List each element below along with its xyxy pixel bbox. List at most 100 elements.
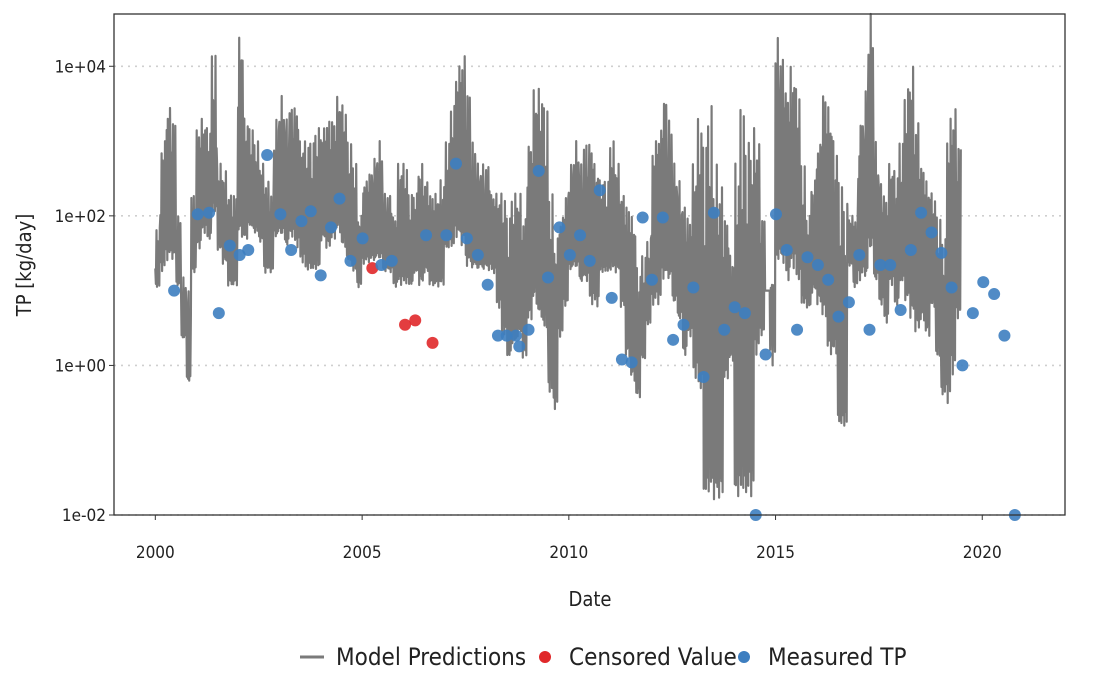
measured-tp-point (645, 273, 658, 286)
measured-tp-point (295, 215, 308, 228)
measured-tp-point (915, 206, 928, 219)
y-tick-label: 1e+04 (55, 57, 106, 77)
measured-tp-point (769, 208, 782, 221)
x-tick-label: 2015 (756, 543, 795, 563)
x-tick-label: 2000 (136, 543, 175, 563)
y-tick-label: 1e+02 (55, 207, 106, 227)
measured-tp-point (956, 359, 969, 372)
measured-tp-point (212, 307, 225, 320)
measured-tp-point (168, 284, 181, 297)
legend-label-censored-value: Censored Value (569, 643, 737, 671)
measured-tp-point (583, 254, 596, 267)
y-tick-label: 1e-02 (62, 506, 106, 526)
measured-tp-point (966, 307, 979, 320)
measured-tp-point (385, 254, 398, 267)
measured-tp-point (945, 281, 958, 294)
plot-area (154, 12, 1021, 521)
measured-tp-point (375, 259, 388, 272)
measured-tp-point (356, 232, 369, 245)
censored-value-point (366, 262, 379, 275)
measured-tp-point (261, 149, 274, 162)
measured-tp-point (935, 246, 948, 259)
measured-tp-point (853, 248, 866, 261)
legend-label-model-predictions: Model Predictions (336, 643, 526, 671)
measured-tp-point (460, 232, 473, 245)
measured-tp-point (656, 211, 669, 224)
measured-tp-point (191, 208, 204, 221)
measured-tp-point (998, 329, 1011, 342)
measured-tp-point (822, 273, 835, 286)
measured-tp-point (513, 340, 526, 353)
measured-tp-point (285, 243, 298, 256)
measured-tp-point (894, 304, 907, 317)
censored-value-point (399, 318, 412, 331)
measured-tp-point (304, 205, 317, 218)
measured-tp-point (925, 226, 938, 239)
x-tick-label: 2010 (549, 543, 588, 563)
measured-tp-point (605, 291, 618, 304)
model-predictions-line (154, 12, 962, 501)
measured-tp-point (500, 329, 513, 342)
measured-tp-point (615, 353, 628, 366)
x-axis-title: Date (568, 587, 611, 611)
y-axis-title: TP [kg/day] (12, 214, 36, 318)
legend: Model Predictions Censored Value Measure… (300, 643, 907, 671)
measured-tp-point (728, 301, 741, 314)
measured-tp-point (884, 259, 897, 272)
measured-tp-point (738, 307, 751, 320)
axes: 1e-02 1e+00 1e+02 1e+04 2000 2005 2010 2015 2020 (55, 57, 1002, 563)
measured-tp-point (667, 333, 680, 346)
measured-tp-point (242, 243, 255, 256)
measured-tp-point (625, 356, 638, 369)
measured-tp-point (791, 323, 804, 336)
measured-tp-point (481, 278, 494, 291)
measured-tp-point (593, 184, 606, 197)
x-tick-label: 2005 (343, 543, 382, 563)
x-tick-label: 2020 (963, 543, 1002, 563)
measured-tp-point (314, 269, 327, 282)
measured-tp-point (811, 259, 824, 272)
measured-tp-point (863, 323, 876, 336)
measured-tp-point (491, 329, 504, 342)
measured-tp-point (718, 323, 731, 336)
censored-value-point (426, 336, 439, 349)
measured-tp-point (223, 239, 236, 252)
measured-tp-point (274, 208, 287, 221)
measured-tp-point (542, 271, 555, 284)
y-tick-label: 1e+00 (55, 356, 106, 376)
measured-tp-point (449, 157, 462, 170)
measured-tp-point (574, 229, 587, 242)
measured-tp-point (842, 296, 855, 309)
measured-tp-point (707, 206, 720, 219)
panel-border (113, 13, 1066, 516)
measured-tp-point (801, 251, 814, 264)
measured-tp-point (563, 248, 576, 261)
measured-tp-point (509, 329, 522, 342)
measured-tp-point (532, 164, 545, 177)
measured-tp-point (780, 243, 793, 256)
measured-tp-point (325, 221, 338, 234)
measured-tp-point (636, 211, 649, 224)
censored-value-point (409, 314, 422, 327)
measured-tp-point (687, 281, 700, 294)
measured-tp-point (344, 254, 357, 267)
measured-tp-point (677, 318, 690, 331)
legend-key-measured-tp (738, 651, 750, 663)
measured-tp-point (420, 229, 433, 242)
measured-tp-point (759, 348, 772, 361)
measured-tp-point (522, 323, 535, 336)
measured-tp-point (203, 206, 216, 219)
measured-tp-point (832, 310, 845, 323)
measured-tp-point (440, 229, 453, 242)
measured-tp-point (471, 248, 484, 261)
measured-tp-point (697, 371, 710, 384)
measured-tp-point (988, 288, 1001, 301)
measured-tp-point (874, 259, 887, 272)
legend-key-censored-value (539, 651, 551, 663)
measured-tp-point (977, 276, 990, 289)
measured-tp-point (553, 221, 566, 234)
measured-tp-point (904, 243, 917, 256)
legend-label-measured-tp: Measured TP (768, 643, 907, 671)
measured-tp-point (333, 192, 346, 205)
